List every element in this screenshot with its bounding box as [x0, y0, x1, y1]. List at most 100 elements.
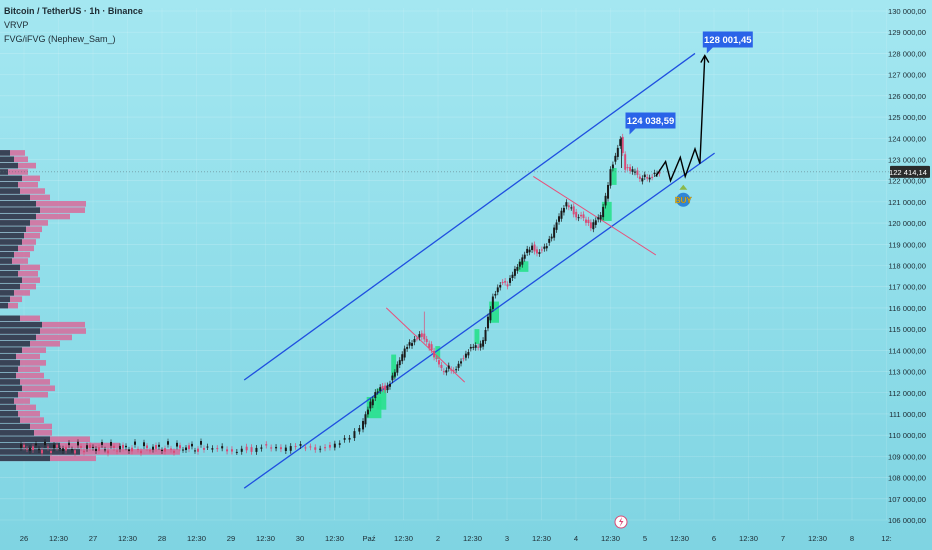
candle	[371, 399, 374, 406]
candle	[580, 214, 583, 217]
y-tick-label: 128 000,00	[888, 49, 926, 58]
candle	[379, 387, 382, 391]
y-tick-label: 119 000,00	[889, 240, 926, 249]
volume-bar-dark	[0, 449, 80, 455]
volume-bar-pink	[0, 169, 28, 175]
candle	[442, 371, 445, 373]
candle	[270, 447, 273, 449]
y-tick-label: 112 000,00	[889, 389, 926, 398]
volume-bar-pink	[0, 379, 50, 385]
candle	[35, 443, 37, 446]
volume-bar-pink	[0, 372, 44, 379]
candle	[152, 446, 154, 450]
candle	[216, 448, 219, 450]
candle	[179, 445, 181, 449]
candle	[155, 445, 157, 449]
channel-upper-line	[243, 52, 696, 381]
x-tick-label: 29	[227, 534, 235, 543]
candle	[128, 449, 130, 452]
y-tick-label: 115 000,00	[889, 325, 926, 334]
symbol-title[interactable]: Bitcoin / TetherUS · 1h · Binance	[4, 6, 143, 16]
fvg-zone	[518, 261, 529, 272]
candle	[460, 361, 463, 364]
y-tick-label: 130 000,00	[888, 7, 926, 16]
volume-bar-pink	[0, 360, 46, 366]
x-tick-label: 5	[643, 534, 647, 543]
candle	[250, 447, 253, 452]
candle	[134, 441, 136, 445]
candle	[614, 155, 617, 162]
fvg-zone	[601, 201, 612, 221]
volume-bar-dark	[0, 245, 18, 252]
candle	[428, 343, 431, 348]
candle	[146, 445, 148, 449]
projection-path	[655, 55, 706, 183]
volume-bar-dark	[0, 156, 14, 163]
candle	[584, 219, 587, 223]
indicator-fvg[interactable]: FVG/iFVG (Nephew_Sam_)	[4, 34, 116, 44]
current-price-tag	[890, 165, 930, 178]
candle	[587, 219, 590, 223]
volume-bar-dark	[0, 290, 14, 296]
candle	[528, 249, 531, 253]
volume-bar-dark	[0, 239, 22, 245]
candle	[521, 257, 524, 265]
candle	[482, 340, 485, 347]
y-tick-label: 113 000,00	[889, 368, 926, 377]
y-tick-label: 124 000,00	[888, 134, 926, 143]
fvg-zone	[376, 388, 387, 410]
candle	[284, 447, 287, 451]
candle	[384, 385, 387, 391]
y-tick-label: 116 000,00	[889, 304, 926, 313]
candle	[621, 136, 624, 153]
candle	[314, 447, 317, 450]
candle	[562, 207, 565, 213]
volume-bar-pink	[0, 290, 30, 296]
volume-bar-dark	[0, 264, 20, 271]
candle	[161, 449, 163, 452]
candle	[364, 414, 367, 425]
fvg-zone	[435, 346, 441, 359]
candle	[499, 285, 502, 288]
volume-bar-pink	[0, 417, 44, 423]
volume-bar-dark	[0, 321, 42, 328]
volume-bar-dark	[0, 213, 36, 220]
volume-bar-dark	[0, 232, 24, 239]
candle	[636, 170, 639, 175]
lightning-icon[interactable]	[614, 515, 628, 529]
volume-bar-dark	[0, 315, 20, 322]
candle	[221, 446, 224, 449]
volume-bar-dark	[0, 258, 12, 264]
candle	[425, 338, 428, 342]
candle	[619, 139, 622, 146]
candle	[149, 450, 151, 452]
candle	[511, 274, 514, 278]
indicator-vrvp[interactable]: VRVP	[4, 20, 29, 30]
x-tick-label: 28	[158, 534, 166, 543]
volume-bar-dark	[0, 188, 20, 194]
candle	[479, 343, 482, 348]
candle	[235, 451, 238, 453]
y-tick-label: 125 000,00	[888, 113, 926, 122]
candle	[376, 391, 379, 393]
volume-bar-dark	[0, 181, 18, 188]
candle	[386, 385, 389, 391]
volume-bar-pink	[0, 296, 22, 303]
candle	[435, 358, 438, 360]
fvg-zone	[489, 301, 499, 323]
volume-bar-dark	[0, 207, 40, 213]
candle	[362, 421, 365, 430]
volume-bar-dark	[0, 340, 30, 347]
candle	[658, 172, 661, 174]
candle	[77, 441, 79, 446]
candle	[289, 446, 292, 451]
volume-bar-pink	[0, 449, 180, 455]
volume-bar-pink	[0, 188, 45, 194]
candle	[170, 448, 172, 450]
y-tick-label: 111 000,00	[889, 410, 926, 419]
volume-bar-pink	[0, 200, 86, 207]
candle	[486, 316, 489, 329]
volume-bar-dark	[0, 226, 26, 233]
buy-label: BUY	[675, 196, 693, 205]
